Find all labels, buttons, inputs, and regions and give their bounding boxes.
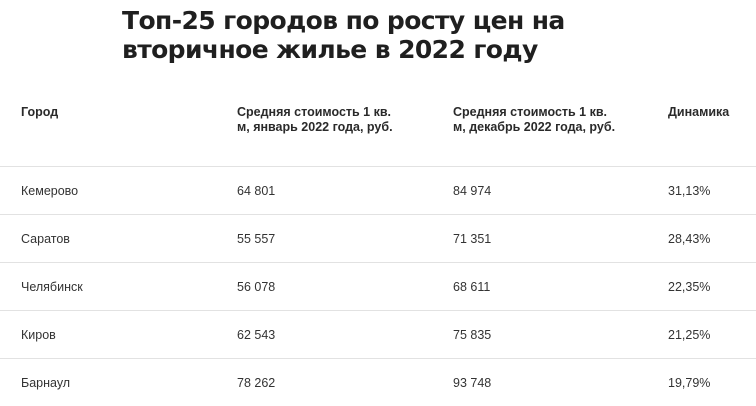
header-city: Город: [0, 88, 237, 167]
cell-price-january: 55 557: [237, 215, 453, 263]
page-title: Топ-25 городов по росту цен на вторичное…: [122, 6, 682, 64]
cell-city: Кемерово: [0, 167, 237, 215]
cell-price-january: 62 543: [237, 311, 453, 359]
cell-city: Барнаул: [0, 359, 237, 406]
cell-dynamics: 19,79%: [668, 359, 756, 406]
cell-price-december: 93 748: [453, 359, 668, 406]
cell-city: Саратов: [0, 215, 237, 263]
cell-price-january: 56 078: [237, 263, 453, 311]
cell-dynamics: 21,25%: [668, 311, 756, 359]
cell-city: Киров: [0, 311, 237, 359]
table-row: Барнаул 78 262 93 748 19,79%: [0, 359, 756, 406]
cell-dynamics: 31,13%: [668, 167, 756, 215]
cell-price-december: 71 351: [453, 215, 668, 263]
cell-price-december: 68 611: [453, 263, 668, 311]
header-dynamics: Динамика: [668, 88, 756, 167]
header-price-january: Средняя стоимость 1 кв. м, январь 2022 г…: [237, 88, 453, 167]
cell-city: Челябинск: [0, 263, 237, 311]
cell-price-december: 75 835: [453, 311, 668, 359]
table-header-row: Город Средняя стоимость 1 кв. м, январь …: [0, 88, 756, 167]
cell-dynamics: 28,43%: [668, 215, 756, 263]
cell-price-december: 84 974: [453, 167, 668, 215]
price-table: Город Средняя стоимость 1 кв. м, январь …: [0, 88, 756, 406]
price-table-container: Город Средняя стоимость 1 кв. м, январь …: [0, 88, 756, 406]
table-row: Челябинск 56 078 68 611 22,35%: [0, 263, 756, 311]
table-row: Киров 62 543 75 835 21,25%: [0, 311, 756, 359]
cell-price-january: 64 801: [237, 167, 453, 215]
table-row: Кемерово 64 801 84 974 31,13%: [0, 167, 756, 215]
cell-dynamics: 22,35%: [668, 263, 756, 311]
header-price-december: Средняя стоимость 1 кв. м, декабрь 2022 …: [453, 88, 668, 167]
cell-price-january: 78 262: [237, 359, 453, 406]
table-row: Саратов 55 557 71 351 28,43%: [0, 215, 756, 263]
